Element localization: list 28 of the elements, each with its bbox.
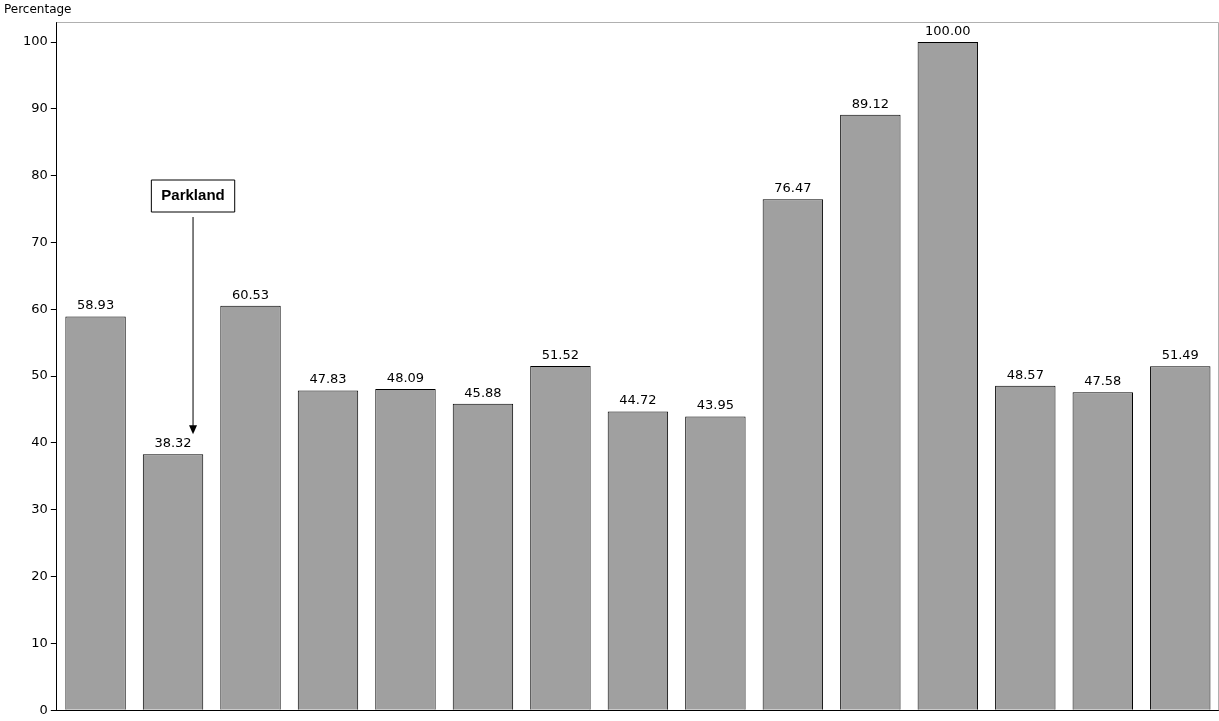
y-axis-title: Percentage [4,2,72,17]
data-label: 48.09 [386,369,425,385]
data-label: 47.58 [1084,373,1122,389]
data-label: 58.93 [76,297,115,313]
y-tick-label: 0 [39,701,48,717]
data-label: 45.88 [464,384,502,400]
data-label: 47.83 [309,371,347,387]
y-tick-label: 10 [31,634,48,650]
y-tick-label: 40 [31,434,48,450]
data-label: 48.57 [1006,366,1044,382]
data-label: 44.72 [619,392,657,408]
data-label: 38.32 [154,435,192,451]
data-label: 43.95 [696,397,734,413]
y-tick-label: 30 [31,501,48,517]
data-label: 89.12 [851,95,889,111]
data-label: 100.00 [925,22,971,38]
y-tick-label: 60 [31,300,48,316]
y-tick-label: 50 [31,367,48,383]
data-label: 51.49 [1161,347,1199,363]
data-label: 60.53 [231,286,270,302]
y-tick-label: 90 [31,100,48,116]
y-tick-label: 20 [31,567,48,583]
data-label: 76.47 [774,180,812,196]
y-tick-label: 80 [31,167,48,183]
annotation: Parkland [161,186,225,204]
y-tick-label: 100 [22,33,48,49]
y-tick-label: 70 [31,233,48,249]
data-label: 51.52 [541,346,580,362]
